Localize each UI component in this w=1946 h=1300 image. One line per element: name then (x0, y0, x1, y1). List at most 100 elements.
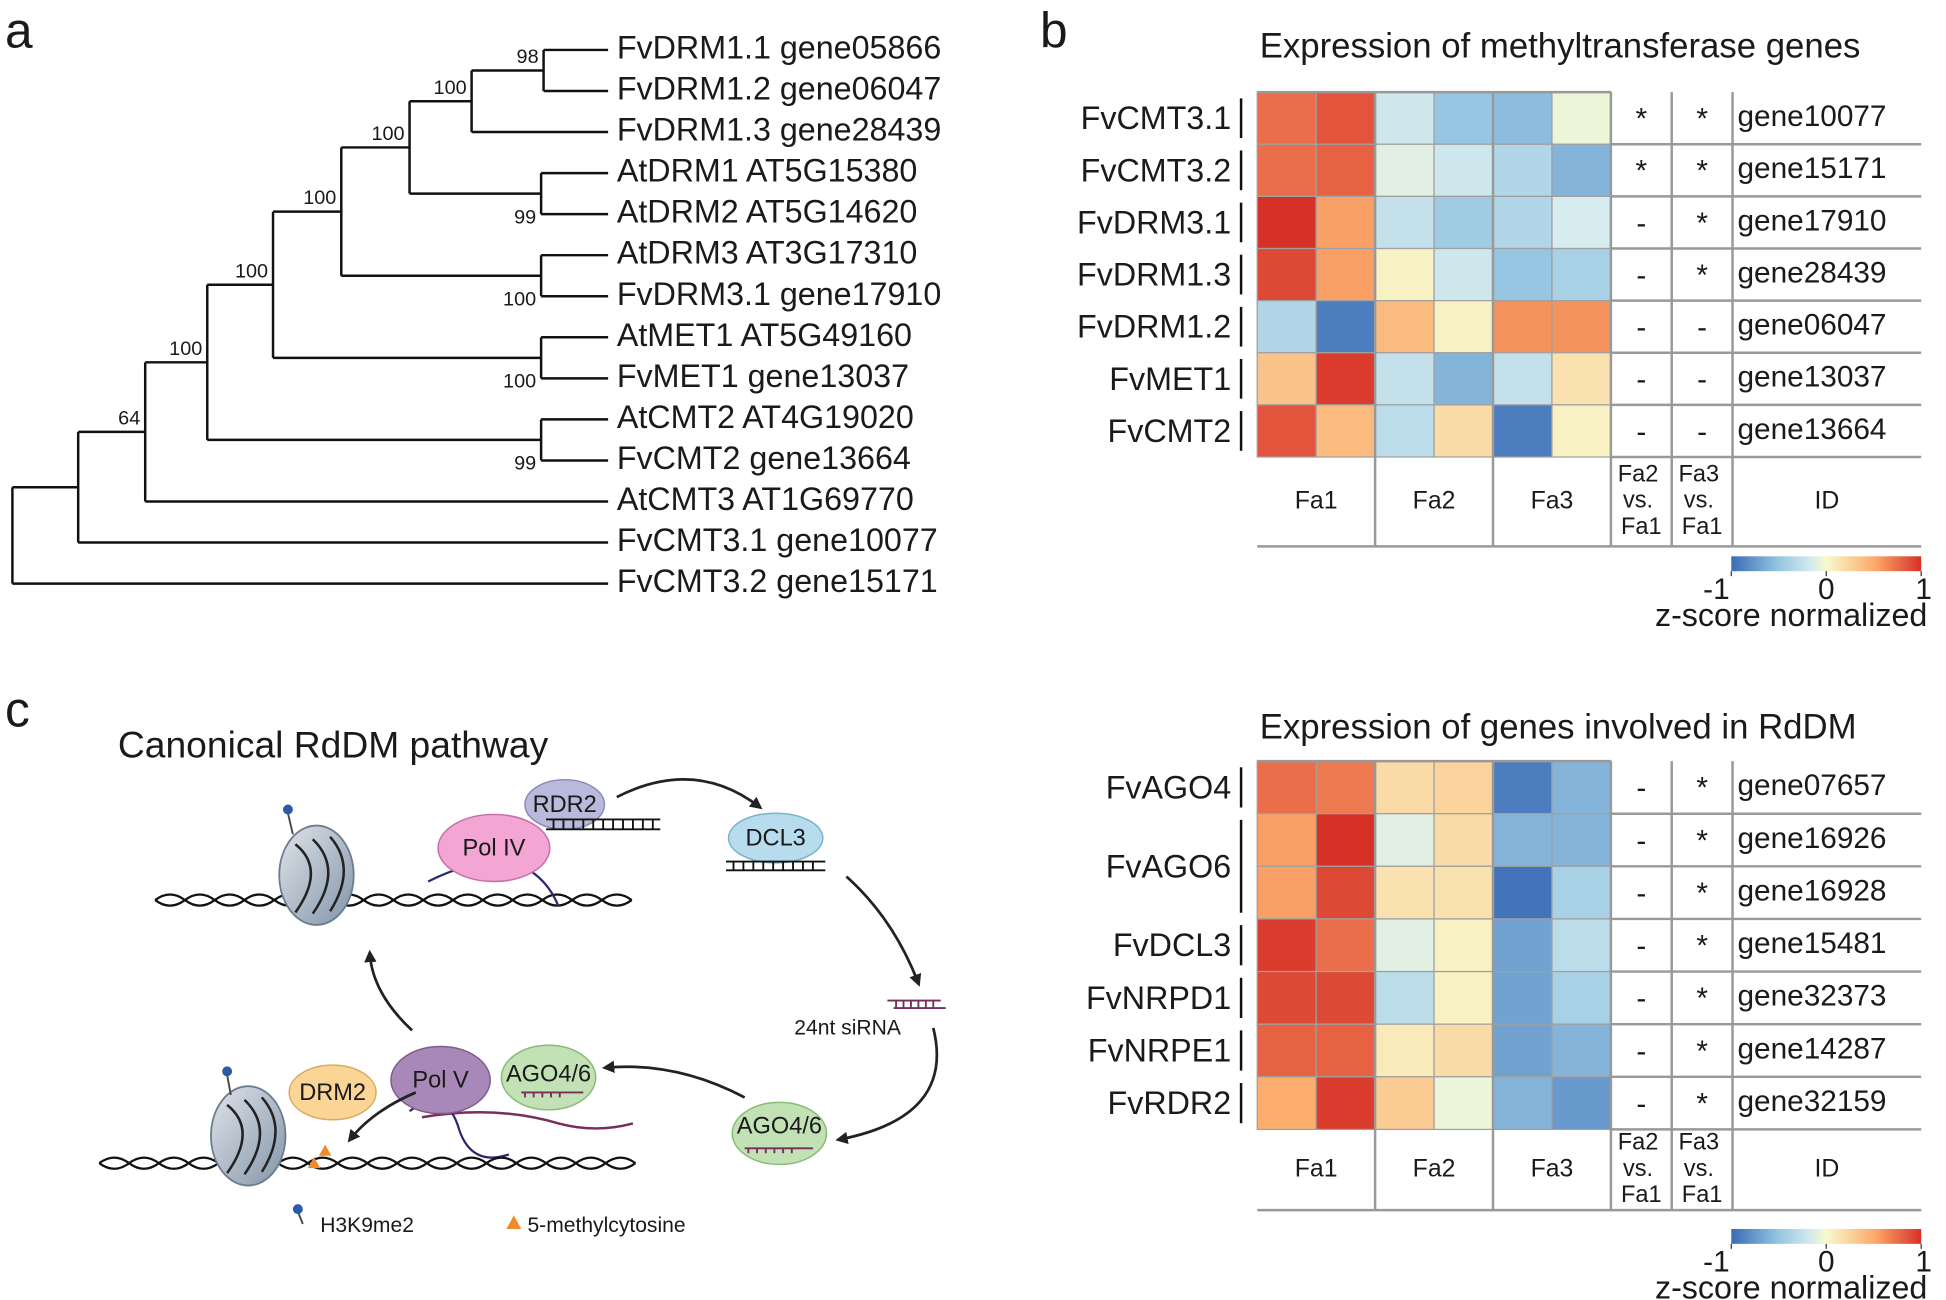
heatmap-cell (1492, 195, 1553, 250)
sirna (744, 1147, 813, 1154)
row-label: FvAGO4 (1106, 769, 1231, 805)
heatmap-cell (1551, 918, 1612, 973)
leaf-label: AtDRM2 AT5G14620 (617, 194, 918, 230)
heatmap-cell (1256, 195, 1317, 250)
heatmap: Expression of genes involved in RdDM - * ge… (1086, 709, 1932, 1300)
heatmap-cell (1256, 247, 1317, 302)
heatmap-cell (1256, 970, 1317, 1025)
significance: * (1696, 982, 1708, 1015)
heatmap-cell (1433, 970, 1494, 1025)
heatmap-cell (1492, 300, 1553, 354)
arrow (601, 1060, 746, 1099)
heatmap-cell (1433, 1023, 1494, 1078)
heatmap-cell (1315, 865, 1376, 920)
leaf-label: FvDRM3.1 gene17910 (617, 276, 941, 312)
heatmap-cell (1256, 760, 1317, 815)
significance: * (1696, 824, 1708, 857)
bootstrap-value: 99 (514, 206, 536, 228)
column-header-line: vs. (1623, 1155, 1660, 1181)
column-header: Fa2 vs. Fa1 (1618, 1129, 1665, 1207)
heatmap-cell (1551, 865, 1612, 920)
column-header-line: Fa1 (1621, 1181, 1662, 1207)
heatmap-cell (1256, 1076, 1317, 1131)
drm2 (288, 1064, 377, 1121)
heatmap-cell (1492, 352, 1553, 406)
arrow (845, 875, 922, 987)
row-label: FvCMT2 (1108, 413, 1232, 449)
heatmap-cell (1551, 1076, 1612, 1131)
significance: - (1636, 207, 1646, 240)
heatmap-cell (1433, 404, 1494, 458)
heatmap-cell (1374, 813, 1435, 867)
significance: * (1696, 207, 1708, 240)
leaf-label: AtCMT2 AT4G19020 (617, 399, 914, 435)
heatmap-cell (1256, 300, 1317, 354)
gene-id: gene16928 (1738, 874, 1887, 907)
gene-id: gene06047 (1738, 309, 1887, 342)
heatmap-cell (1315, 143, 1376, 198)
heatmap-cell (1374, 404, 1435, 458)
sirna (521, 1091, 584, 1098)
column-header-line: vs. (1684, 1155, 1721, 1181)
heatmap-title: Expression of genes involved in RdDM (1260, 709, 1857, 747)
column-header: Fa3 (1531, 487, 1574, 514)
significance: * (1696, 772, 1708, 805)
pin (287, 812, 294, 835)
gene-id: gene15481 (1738, 927, 1887, 960)
row-label: FvDRM1.3 (1077, 257, 1231, 293)
column-header-line: vs. (1684, 487, 1721, 513)
dna (154, 893, 633, 907)
significance: * (1696, 155, 1708, 188)
column-header: Fa2 (1413, 1155, 1456, 1182)
gene-id: gene15171 (1738, 152, 1887, 185)
leaf-label: AtCMT3 AT1G69770 (617, 481, 914, 517)
row-label: FvNRPE1 (1088, 1032, 1231, 1068)
colorbar-tick-label: 0 (1818, 1246, 1835, 1279)
panel-letter: c (5, 681, 30, 737)
column-header: ID (1814, 487, 1839, 514)
heatmap-cell (1374, 352, 1435, 406)
significance: - (1636, 259, 1646, 292)
heatmap-cell (1374, 970, 1435, 1025)
bootstrap-value: 100 (169, 338, 202, 360)
significance: * (1696, 1035, 1708, 1068)
pol-v-label: Pol V (412, 1067, 469, 1093)
significance: - (1697, 415, 1707, 448)
phylogenetic-tree: FvDRM1.1 gene05866 FvDRM1.2 gene06047 FvDR… (11, 29, 941, 599)
significance: - (1636, 363, 1646, 396)
arrow (835, 1027, 939, 1145)
legend-label: H3K9me2 (320, 1214, 414, 1237)
heatmap-cell (1315, 195, 1376, 250)
heatmap-cell (1551, 760, 1612, 815)
heatmap-cell (1374, 918, 1435, 973)
heatmap-title: Expression of methyltransferase genes (1260, 27, 1861, 65)
panel-letter: a (5, 2, 33, 58)
heatmap-cell (1492, 760, 1553, 815)
dsrna (552, 819, 654, 830)
heatmap-cell (1315, 760, 1376, 815)
dcl3 (727, 812, 824, 864)
heatmap-cell (1374, 143, 1435, 198)
leaf-label: FvCMT2 gene13664 (617, 440, 911, 476)
significance: - (1636, 1087, 1646, 1120)
heatmap-cell (1551, 91, 1612, 145)
leaf-label: FvCMT3.2 gene15171 (617, 563, 938, 599)
row-label: FvAGO6 (1106, 848, 1231, 884)
colorbar-label: z-score normalized (1655, 597, 1927, 633)
drm2-label: DRM2 (299, 1079, 366, 1105)
column-header-line: Fa3 (1679, 1129, 1726, 1155)
bootstrap-value: 100 (434, 77, 467, 99)
heatmap-cell (1492, 247, 1553, 302)
pol-iv-label: Pol IV (462, 834, 525, 860)
significance: * (1696, 1087, 1708, 1120)
significance: * (1696, 259, 1708, 292)
heatmap-cell (1374, 760, 1435, 815)
heatmap-cell (1492, 143, 1553, 198)
panel-letter: b (1040, 2, 1068, 58)
heatmap-cell (1551, 970, 1612, 1025)
bootstrap-value: 100 (371, 123, 404, 145)
heatmap-cell (1315, 300, 1376, 354)
column-header-line: Fa3 (1679, 461, 1726, 487)
heatmap-cell (1256, 404, 1317, 458)
